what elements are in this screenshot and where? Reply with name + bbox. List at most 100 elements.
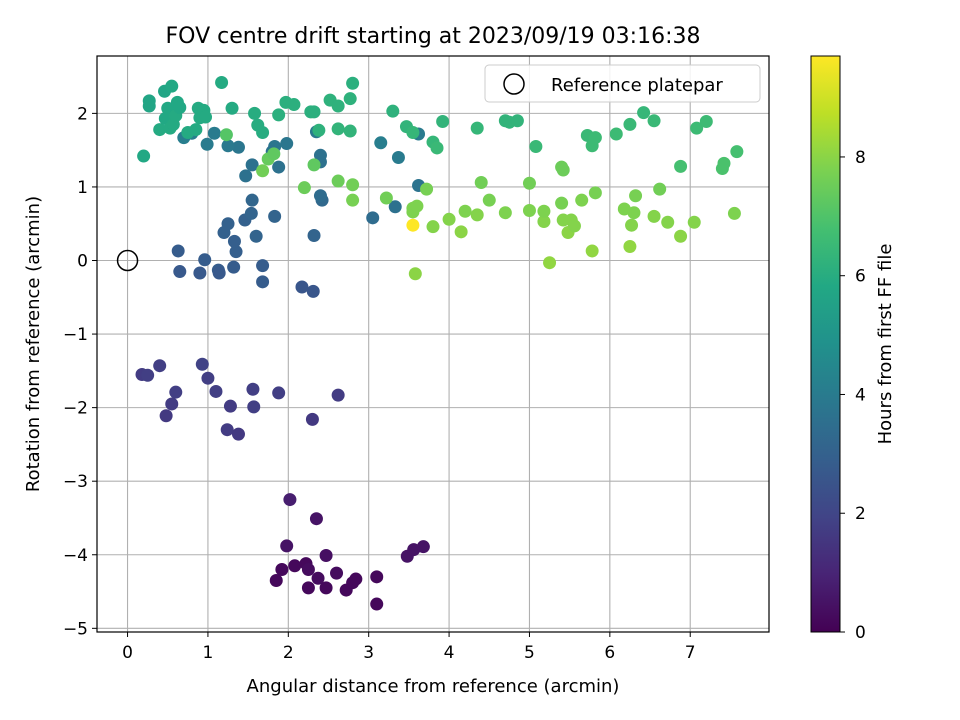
reference-platepar-marker (116, 249, 139, 272)
x-tick-label: 7 (685, 643, 696, 663)
colorbar (810, 55, 841, 633)
data-point (227, 234, 241, 248)
data-point (474, 176, 488, 190)
data-point (220, 423, 234, 437)
data-point (223, 399, 237, 413)
data-point (312, 123, 326, 137)
data-point (366, 211, 380, 225)
data-point (661, 215, 675, 229)
colorbar-tick-label: 0 (855, 623, 866, 643)
data-point (173, 100, 187, 114)
data-point (482, 193, 496, 207)
data-point (142, 94, 156, 108)
data-point (556, 163, 570, 177)
x-tick-label: 6 (604, 643, 615, 663)
data-point (727, 206, 741, 220)
data-point (623, 240, 637, 254)
colorbar-tick-label: 8 (855, 148, 866, 168)
data-point (153, 359, 167, 373)
data-point (629, 189, 643, 203)
data-point (283, 493, 297, 507)
data-point (212, 266, 226, 280)
x-axis-label: Angular distance from reference (arcmin) (247, 676, 620, 697)
x-tick-label: 2 (283, 643, 294, 663)
y-tick-label: −1 (63, 325, 88, 345)
x-tick-label: 1 (203, 643, 214, 663)
data-point (297, 181, 311, 195)
data-point (623, 117, 637, 131)
data-point (674, 159, 688, 173)
data-point (207, 126, 221, 140)
data-point (426, 220, 440, 234)
data-point (343, 124, 357, 138)
data-point (307, 228, 321, 242)
data-point (301, 562, 315, 576)
data-point (653, 182, 667, 196)
data-point (522, 176, 536, 190)
data-point (406, 126, 420, 140)
data-point (374, 136, 388, 150)
data-point (221, 217, 235, 231)
data-point (301, 581, 315, 595)
data-point (249, 229, 263, 243)
data-point (674, 229, 688, 243)
data-point (625, 218, 639, 232)
legend-marker-icon (503, 73, 525, 95)
legend: Reference platepar (484, 64, 761, 103)
data-point (627, 206, 641, 220)
data-point (388, 200, 402, 214)
data-point (349, 572, 363, 586)
data-point (193, 266, 207, 280)
data-point (588, 131, 602, 145)
y-tick-label: −4 (63, 546, 88, 566)
data-point (647, 209, 661, 223)
data-point (543, 256, 557, 270)
data-point (609, 127, 623, 141)
y-axis-label: Rotation from reference (arcmin) (23, 196, 44, 492)
data-point (256, 126, 270, 140)
y-tick-label: −3 (63, 472, 88, 492)
data-point (458, 204, 472, 218)
data-point (313, 189, 327, 203)
colorbar-ticks: 0 2 4 6 8 (840, 148, 866, 643)
data-point (313, 148, 327, 162)
data-point (198, 253, 212, 267)
data-point (454, 225, 468, 239)
data-point (442, 212, 456, 226)
chart-title: FOV centre drift starting at 2023/09/19 … (166, 24, 701, 49)
data-point (272, 160, 286, 174)
data-point (244, 206, 258, 220)
data-point (305, 412, 319, 426)
data-point (272, 386, 286, 400)
data-point (245, 158, 259, 172)
data-point (231, 427, 245, 441)
data-point (307, 158, 321, 172)
legend-box (484, 64, 761, 103)
y-tick-label: −5 (63, 619, 88, 639)
x-tick-label: 5 (524, 643, 535, 663)
data-point (173, 265, 187, 279)
data-point (219, 128, 233, 142)
data-point (406, 218, 420, 232)
colorbar-tick-label: 2 (855, 504, 866, 524)
data-point (311, 571, 325, 585)
data-point (408, 267, 422, 281)
data-point (239, 169, 253, 183)
data-point (201, 371, 215, 385)
data-point (267, 147, 281, 161)
data-point (165, 397, 179, 411)
data-point (370, 570, 384, 584)
data-point (227, 260, 241, 274)
data-point (319, 581, 333, 595)
data-point (717, 156, 731, 170)
data-point (470, 121, 484, 135)
y-tick-label: −2 (63, 399, 88, 419)
data-point (555, 196, 569, 210)
data-point (379, 191, 393, 205)
data-point (199, 110, 213, 124)
data-point (189, 123, 203, 137)
y-tick-label: 2 (77, 104, 88, 124)
data-point (309, 512, 323, 526)
data-point (588, 186, 602, 200)
data-point (307, 105, 321, 119)
